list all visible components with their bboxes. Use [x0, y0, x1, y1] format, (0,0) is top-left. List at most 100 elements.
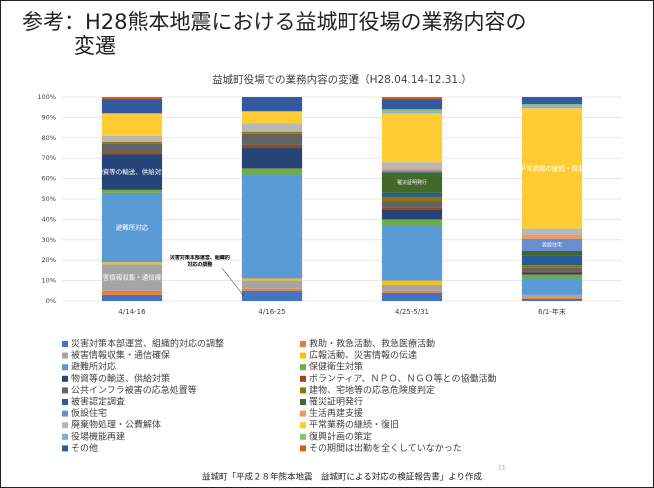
legend-swatch [300, 387, 306, 394]
legend-swatch [62, 341, 68, 347]
bar-segment [521, 267, 583, 272]
y-tick-label: 40% [42, 215, 56, 223]
legend-swatch [300, 445, 306, 452]
legend-label: 公共インフラ被害の応急処置等 [71, 384, 197, 396]
bar-segment [521, 271, 583, 273]
bar-segment [521, 108, 583, 229]
bar-segment [381, 225, 443, 281]
legend-swatch [300, 399, 306, 405]
legend-swatch [62, 364, 68, 371]
legend-label: 廃棄物処理・公費解体 [71, 419, 161, 431]
legend-swatch [300, 422, 306, 429]
segment-label: 罹災証明発行 [397, 179, 427, 186]
legend-label: 罹災証明発行 [309, 396, 363, 408]
legend-label: 仮設住宅 [71, 407, 107, 419]
bar-segment [381, 162, 443, 169]
bar-segment [241, 148, 303, 169]
legend-label: 役場機能再建 [71, 430, 125, 442]
legend-label: その期間は出勤を全くしていなかった [309, 442, 462, 454]
y-tick-label: 20% [42, 256, 56, 264]
legend-label: 建物、宅地等の応急危険度判定 [309, 384, 435, 396]
bar-segment [101, 141, 163, 144]
bar-segment [381, 292, 443, 301]
bar-segment [101, 97, 163, 100]
slide-title: 参考：H28熊本地震における益城町役場の業務内容の [22, 10, 527, 34]
segment-label: 被害情報収集・通信確保 [96, 273, 168, 282]
legend-label: 被害情報収集・通信確保 [71, 349, 170, 361]
annotation-box: 災害対策本部運営、組織的対応の調整 [169, 255, 230, 268]
legend-label: 復興計画の策定 [309, 430, 372, 442]
bar-segment [101, 262, 163, 265]
bar-segment [521, 297, 583, 299]
y-tick-label: 90% [42, 113, 56, 121]
bar-segment [241, 290, 303, 301]
segment-label: 物資等の輸送、供給対策 [96, 167, 168, 176]
y-tick-label: 10% [42, 277, 56, 285]
legend-label: 救助・救急活動、救急医療活動 [309, 338, 435, 350]
bar-segment [521, 228, 583, 235]
x-tick-label: 6/1-年末 [538, 307, 566, 316]
legend-label: 保健衛生対策 [309, 361, 363, 373]
legend-swatch [62, 387, 68, 394]
bar-segment [381, 111, 443, 114]
y-tick-label: 80% [42, 134, 56, 142]
bar-segment [381, 97, 443, 100]
bar-segment [101, 135, 163, 142]
bar-segment [521, 294, 583, 298]
bar-segment [101, 294, 163, 301]
bar-segment [101, 99, 163, 114]
bar-segment [381, 209, 443, 220]
y-tick-label: 70% [42, 154, 56, 162]
bar-segment [381, 219, 443, 226]
page-number: 11 [498, 465, 506, 472]
bar-segment [521, 265, 583, 268]
x-tick-label: 4/16-25 [258, 308, 285, 316]
legend-label: 物資等の輸送、供給対策 [71, 372, 170, 384]
bar-segment [521, 255, 583, 266]
bar-segment [101, 264, 163, 291]
segment-label: 仮設住宅 [542, 241, 562, 248]
y-tick-label: 60% [42, 175, 56, 183]
legend-label: その他 [71, 442, 98, 454]
annotation-line [221, 267, 245, 297]
legend-label: 避難所対応 [71, 361, 116, 373]
bar-segment [241, 97, 303, 112]
legend-swatch [62, 399, 68, 405]
legend-swatch [62, 445, 68, 452]
bar-segment [101, 189, 163, 193]
legend-swatch [300, 375, 306, 382]
bar-segment [381, 170, 443, 173]
bar-segment [101, 290, 163, 295]
bar-segment [241, 131, 303, 134]
bar-segment [521, 274, 583, 279]
segment-label: 平常業務の継続・復旧 [520, 163, 585, 172]
bar-segment [521, 298, 583, 301]
y-tick-label: 100% [37, 93, 56, 101]
bar-segment [521, 251, 583, 256]
y-tick-label: 30% [42, 236, 56, 244]
y-tick-label: 50% [42, 195, 56, 203]
chart-title: 益城町役場での業務内容の変遷（H28.04.14-12.31.） [212, 73, 472, 86]
annotation: 災害対策本部運営、組織的対応の調整 [169, 255, 230, 268]
legend-swatch [62, 352, 68, 359]
legend-label: 災害対策本部運営、組織的対応の調整 [71, 338, 224, 350]
bar-segment [381, 280, 443, 285]
segment-label: 避難所対応 [116, 223, 149, 232]
bar-segment [381, 207, 443, 210]
legend-swatch [300, 352, 306, 359]
bar-segment [241, 288, 303, 291]
legend-label: ボランティア、ＮＰＯ、ＮＧＯ等との協働活動 [309, 372, 496, 384]
legend-swatch [62, 375, 68, 382]
bar-segment [521, 278, 583, 295]
bar-segment [101, 152, 163, 155]
bar-segment [241, 280, 303, 289]
legend-swatch [300, 410, 306, 417]
bar-segment [241, 123, 303, 132]
bar-segment [101, 192, 163, 263]
bar-segment [241, 111, 303, 124]
x-tick-label: 4/14-16 [118, 308, 146, 316]
legend-swatch [300, 341, 306, 347]
legend-swatch [300, 364, 306, 371]
bar-segment [521, 106, 583, 109]
legend-label: 被害認定調査 [71, 396, 125, 408]
